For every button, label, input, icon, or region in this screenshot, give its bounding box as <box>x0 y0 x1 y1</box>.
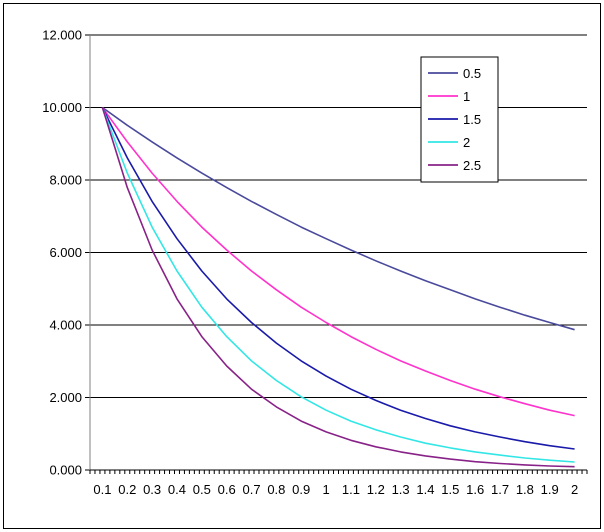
x-tick-label: 0.6 <box>218 482 236 497</box>
y-tick-labels: 0.000 2.000 4.000 6.000 8.000 10.000 12.000 <box>42 28 82 478</box>
legend-entry: 1.5 <box>463 112 481 127</box>
x-tick-labels: 0.1 0.2 0.3 0.4 0.5 0.6 0.7 0.8 0.9 1 1.1 1.2 1.3 1.4… <box>93 482 578 497</box>
y-tick-label: 12.000 <box>42 28 82 43</box>
series-line-0.5 <box>101 106 575 331</box>
x-tick-label: 1.6 <box>466 482 484 497</box>
legend: 0.5 1 1.5 2 2.5 <box>420 56 499 183</box>
axes <box>85 34 588 474</box>
x-tick-label: 0.1 <box>93 482 111 497</box>
y-tick-label: 4.000 <box>49 318 82 333</box>
y-tick-label: 6.000 <box>49 245 82 260</box>
x-tick-label: 0.9 <box>292 482 310 497</box>
legend-entry: 2.5 <box>463 158 481 173</box>
legend-entry: 1 <box>463 89 470 104</box>
x-tick-label: 1.2 <box>367 482 385 497</box>
x-tick-label: 1.8 <box>516 482 534 497</box>
x-tick-label: 1.4 <box>416 482 434 497</box>
x-tick-label: 1.3 <box>392 482 410 497</box>
series-line-1.5 <box>101 107 575 450</box>
x-tick-label: 0.4 <box>168 482 186 497</box>
y-tick-label: 2.000 <box>49 390 82 405</box>
legend-entry: 2 <box>463 135 470 150</box>
x-tick-label: 1.7 <box>491 482 509 497</box>
legend-entry: 0.5 <box>463 66 481 81</box>
x-tick-label: 0.8 <box>267 482 285 497</box>
series-lines <box>101 106 575 468</box>
x-tick-label: 2 <box>571 482 578 497</box>
grid-lines <box>90 34 587 398</box>
x-tick-label: 0.7 <box>242 482 260 497</box>
x-tick-label: 0.2 <box>118 482 136 497</box>
x-tick-label: 1.1 <box>342 482 360 497</box>
series-line-2.5 <box>101 107 575 468</box>
series-line-2 <box>101 107 575 463</box>
x-tick-label: 1 <box>322 482 329 497</box>
series-line-1 <box>101 107 575 417</box>
chart-frame <box>3 3 601 529</box>
x-tick-label: 0.5 <box>193 482 211 497</box>
y-tick-label: 10.000 <box>42 100 82 115</box>
x-tick-label: 1.5 <box>441 482 459 497</box>
x-tick-label: 0.3 <box>143 482 161 497</box>
x-tick-label: 1.9 <box>541 482 559 497</box>
y-tick-label: 0.000 <box>49 463 82 478</box>
y-tick-label: 8.000 <box>49 173 82 188</box>
